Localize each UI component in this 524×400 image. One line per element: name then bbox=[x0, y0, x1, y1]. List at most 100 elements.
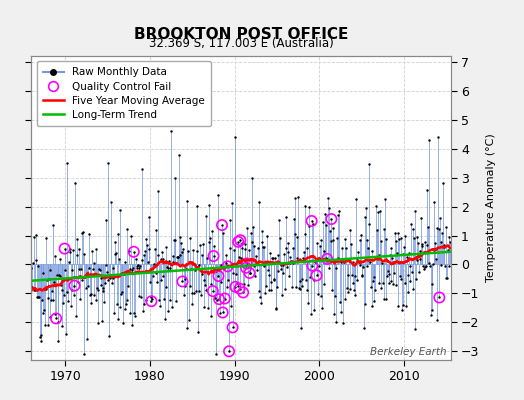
Point bbox=[239, 289, 247, 296]
Point bbox=[432, 224, 441, 231]
Point bbox=[281, 286, 289, 292]
Point bbox=[233, 280, 241, 286]
Title: BROOKTON POST OFFICE: BROOKTON POST OFFICE bbox=[134, 27, 348, 42]
Point bbox=[304, 204, 313, 210]
Point bbox=[90, 292, 98, 298]
Point bbox=[272, 304, 280, 311]
Point bbox=[199, 241, 207, 247]
Point bbox=[170, 237, 179, 244]
Point bbox=[71, 180, 80, 186]
Point bbox=[321, 211, 329, 217]
Point bbox=[82, 273, 91, 280]
Point bbox=[206, 313, 215, 319]
Point bbox=[359, 264, 367, 270]
Point bbox=[433, 317, 441, 323]
Point bbox=[133, 264, 141, 271]
Point bbox=[200, 304, 208, 310]
Point bbox=[347, 241, 355, 247]
Point bbox=[161, 284, 170, 290]
Point bbox=[37, 338, 45, 344]
Point bbox=[188, 301, 196, 307]
Point bbox=[64, 298, 72, 304]
Point bbox=[241, 241, 249, 248]
Point bbox=[353, 277, 362, 283]
Point bbox=[104, 276, 113, 283]
Point bbox=[391, 230, 399, 236]
Point bbox=[391, 238, 400, 244]
Point bbox=[96, 267, 104, 273]
Point bbox=[290, 216, 298, 222]
Point bbox=[400, 244, 408, 250]
Point bbox=[245, 247, 253, 254]
Point bbox=[230, 247, 238, 253]
Point bbox=[389, 280, 398, 287]
Point bbox=[384, 271, 392, 278]
Point bbox=[49, 222, 58, 228]
Point bbox=[214, 273, 223, 279]
Point bbox=[224, 277, 233, 283]
Point bbox=[289, 245, 298, 252]
Point bbox=[76, 296, 84, 302]
Point bbox=[219, 309, 227, 316]
Point bbox=[204, 239, 213, 245]
Point bbox=[178, 278, 187, 285]
Point bbox=[227, 303, 235, 309]
Point bbox=[219, 309, 227, 316]
Point bbox=[168, 304, 176, 311]
Point bbox=[310, 277, 319, 283]
Point bbox=[47, 297, 56, 303]
Point bbox=[327, 216, 335, 222]
Point bbox=[308, 218, 316, 224]
Point bbox=[172, 254, 181, 260]
Point bbox=[439, 180, 447, 186]
Point bbox=[229, 270, 237, 276]
Point bbox=[111, 239, 119, 246]
Point bbox=[305, 223, 314, 230]
Point bbox=[406, 263, 414, 270]
Point bbox=[201, 281, 209, 288]
Point bbox=[56, 256, 64, 262]
Point bbox=[35, 294, 43, 300]
Point bbox=[67, 302, 75, 309]
Point bbox=[113, 301, 121, 308]
Point bbox=[180, 292, 188, 298]
Point bbox=[165, 258, 173, 264]
Point bbox=[28, 284, 36, 290]
Point bbox=[159, 256, 167, 262]
Point bbox=[223, 263, 232, 270]
Point bbox=[421, 238, 430, 245]
Point bbox=[123, 226, 131, 232]
Point bbox=[205, 202, 213, 208]
Point bbox=[365, 220, 374, 227]
Point bbox=[437, 262, 445, 268]
Point bbox=[81, 273, 89, 280]
Point bbox=[428, 280, 436, 287]
Point bbox=[39, 310, 47, 316]
Point bbox=[99, 285, 107, 292]
Point bbox=[242, 264, 250, 271]
Point bbox=[41, 234, 50, 241]
Point bbox=[418, 243, 426, 249]
Point bbox=[298, 283, 307, 289]
Point bbox=[401, 232, 410, 239]
Point bbox=[444, 246, 452, 253]
Point bbox=[359, 325, 368, 331]
Point bbox=[204, 305, 212, 312]
Point bbox=[336, 308, 345, 315]
Point bbox=[212, 351, 221, 358]
Text: 32.369 S, 117.003 E (Australia): 32.369 S, 117.003 E (Australia) bbox=[149, 37, 333, 50]
Point bbox=[139, 252, 148, 258]
Point bbox=[60, 245, 69, 252]
Point bbox=[58, 287, 66, 293]
Point bbox=[63, 289, 72, 296]
Point bbox=[329, 225, 337, 232]
Point bbox=[168, 258, 177, 265]
Point bbox=[70, 292, 78, 298]
Point bbox=[368, 248, 377, 254]
Point bbox=[294, 284, 303, 291]
Point bbox=[367, 303, 376, 310]
Point bbox=[237, 240, 246, 246]
Point bbox=[341, 236, 350, 242]
Point bbox=[167, 128, 176, 134]
Point bbox=[181, 283, 190, 290]
